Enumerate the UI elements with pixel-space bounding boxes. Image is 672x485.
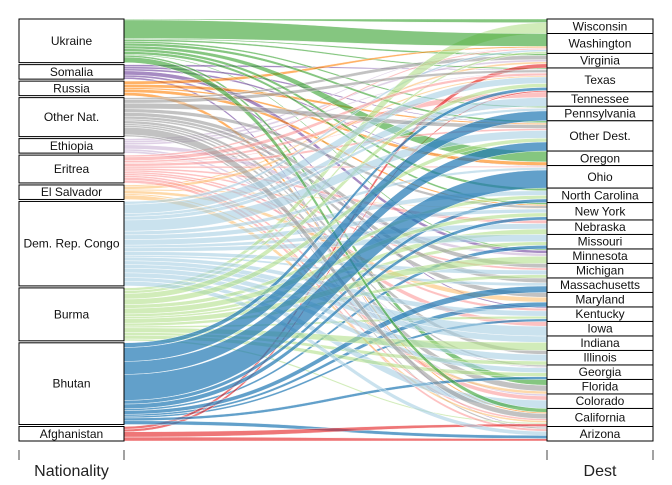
nationality-node-label: Other Nat. — [44, 110, 99, 124]
dest-node-label: New York — [575, 204, 627, 218]
dest-node-label: Texas — [584, 73, 615, 87]
dest-node-label: Wisconsin — [573, 19, 628, 33]
dest-node-label: Maryland — [575, 293, 624, 307]
nationality-node — [18, 184, 125, 200]
nationality-node — [18, 200, 125, 287]
nationality-node-label: Burma — [54, 307, 90, 321]
nationality-node — [18, 426, 125, 442]
dest-node-label: North Carolina — [561, 188, 639, 202]
dest-node-label: Virginia — [580, 54, 620, 68]
dest-node-label: Colorado — [576, 394, 625, 408]
dest-node-label: Kentucky — [575, 307, 624, 321]
dest-node — [546, 120, 654, 152]
dest-node — [546, 426, 654, 442]
flow-ribbon — [123, 165, 548, 169]
dest-node-label: Illinois — [583, 351, 616, 365]
dest-node-label: Pennsylvania — [564, 107, 636, 121]
nationality-node — [18, 80, 125, 97]
nationality-node-label: El Salvador — [41, 185, 102, 199]
dest-node-label: Oregon — [580, 151, 620, 165]
dest-node-label: Georgia — [579, 365, 622, 379]
nationality-node — [18, 18, 125, 64]
dest-node-label: Other Dest. — [569, 129, 630, 143]
flows-layer — [123, 18, 548, 442]
nationality-node — [18, 342, 125, 426]
nationality-node — [18, 138, 125, 154]
dest-node-label: Indiana — [580, 336, 620, 350]
axis-label-nationality: Nationality — [34, 463, 109, 480]
dest-node-label: Tennessee — [571, 92, 629, 106]
nationality-node — [18, 154, 125, 184]
nodes-layer: Ukraine Somalia Russia Other Nat. Ethiopia Er… — [18, 18, 654, 442]
dest-node-label: California — [575, 410, 626, 424]
nationality-node — [18, 287, 125, 342]
nationality-node — [18, 64, 125, 80]
dest-node-label: Nebraska — [574, 220, 626, 234]
dest-node-label: Michigan — [576, 264, 624, 278]
nationality-node-label: Somalia — [50, 65, 94, 79]
nationality-node-label: Ukraine — [51, 34, 93, 48]
nationality-node-label: Afghanistan — [40, 427, 103, 441]
dest-node-label: Missouri — [578, 235, 623, 249]
nationality-node-label: Russia — [53, 81, 90, 95]
axis-label-dest: Dest — [584, 463, 617, 480]
dest-node-label: Ohio — [587, 170, 613, 184]
dest-node-label: Iowa — [587, 322, 613, 336]
dest-node-label: Massachusetts — [560, 278, 640, 292]
dest-node-label: Washington — [569, 36, 632, 50]
nationality-node-label: Ethiopia — [50, 139, 94, 153]
dest-node-label: Florida — [582, 380, 619, 394]
nationality-node — [18, 97, 125, 138]
nationality-node-label: Eritrea — [54, 162, 90, 176]
dest-node-label: Minnesota — [572, 249, 628, 263]
nationality-node-label: Bhutan — [52, 377, 90, 391]
x-axis: Nationality Dest — [18, 450, 654, 480]
dest-node-label: Arizona — [580, 427, 621, 441]
nationality-node-label: Dem. Rep. Congo — [23, 237, 119, 251]
